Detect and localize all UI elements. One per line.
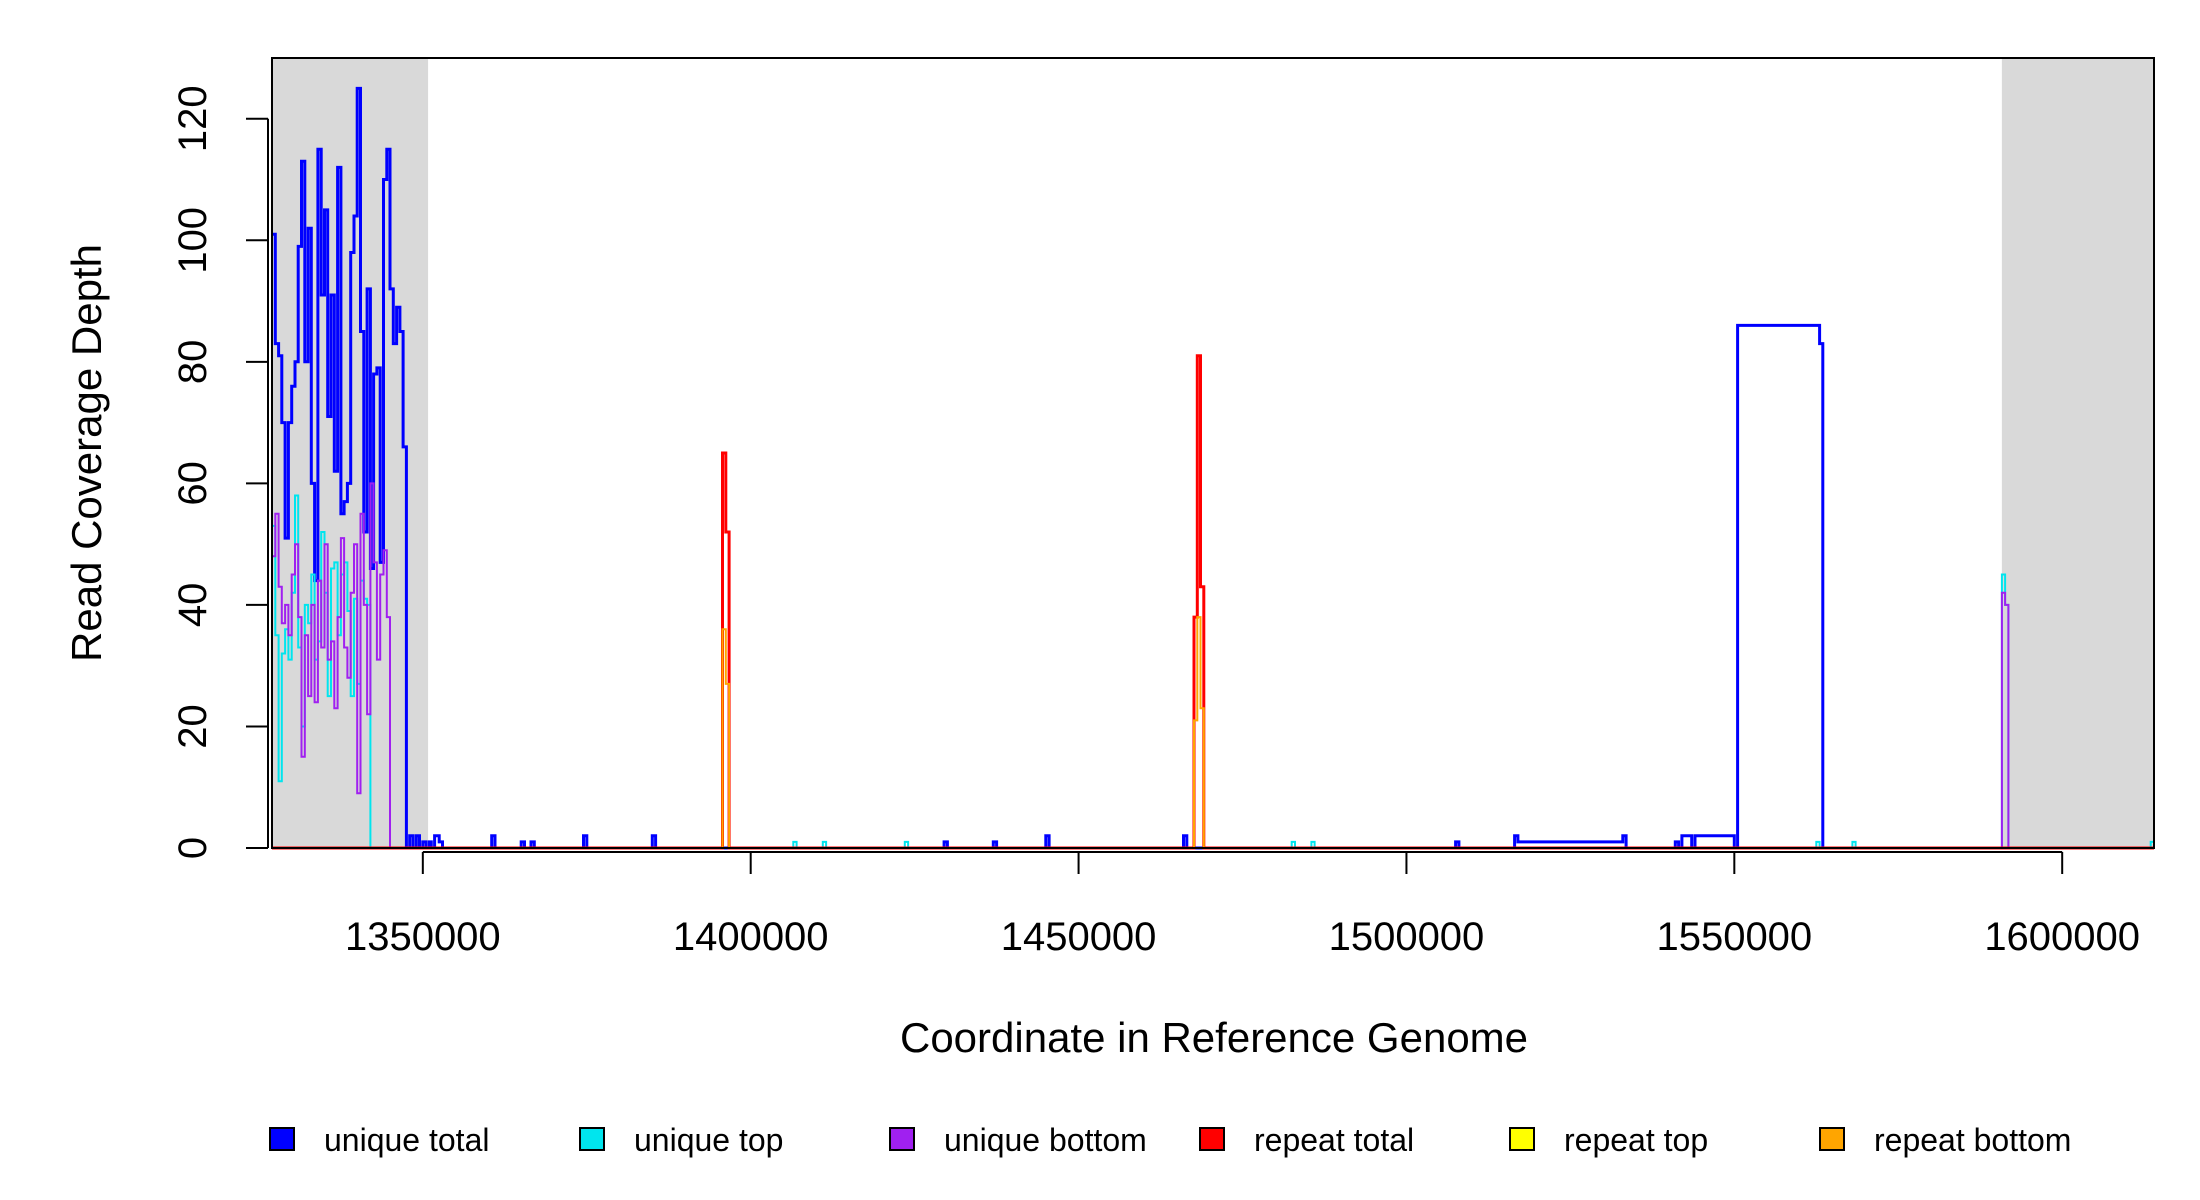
legend-swatch bbox=[889, 1127, 915, 1151]
x-axis: 1350000 1400000 1450000 1500000 1550000 16000… bbox=[345, 851, 2140, 959]
y-axis: 0 20 40 60 80 100 120 bbox=[171, 85, 269, 859]
legend-label: unique total bbox=[324, 1122, 489, 1158]
legend-label: unique top bbox=[634, 1122, 783, 1158]
y-tick-label: 120 bbox=[171, 85, 215, 152]
y-tick-label: 100 bbox=[171, 207, 215, 274]
series-line-unique-top bbox=[272, 494, 2155, 849]
shaded-region bbox=[2001, 58, 2154, 848]
legend-swatch bbox=[269, 1127, 295, 1151]
x-tick-label: 1500000 bbox=[1329, 915, 1485, 959]
x-tick-label: 1450000 bbox=[1001, 915, 1157, 959]
legend-item-unique-top: unique top bbox=[579, 1122, 783, 1158]
x-axis-title: Coordinate in Reference Genome bbox=[900, 1014, 1528, 1061]
legend-item-unique-total: unique total bbox=[269, 1122, 489, 1158]
x-tick-label: 1350000 bbox=[345, 915, 501, 959]
x-tick-label: 1400000 bbox=[673, 915, 829, 959]
series-line-unique-bottom bbox=[272, 482, 2010, 849]
series-line-unique-total bbox=[272, 86, 2154, 850]
legend-label: repeat top bbox=[1564, 1122, 1708, 1158]
plot-frame bbox=[271, 57, 2155, 849]
legend-swatch bbox=[579, 1127, 605, 1151]
series-lines bbox=[272, 86, 2155, 850]
y-tick-label: 60 bbox=[171, 461, 215, 506]
series-line-repeat-total bbox=[272, 354, 2154, 850]
shaded-regions bbox=[272, 58, 2154, 848]
x-tick-label: 1550000 bbox=[1656, 915, 1812, 959]
y-tick-label: 80 bbox=[171, 340, 215, 385]
legend-swatch bbox=[1509, 1127, 1535, 1151]
legend-swatch bbox=[1199, 1127, 1225, 1151]
legend-swatch bbox=[1819, 1127, 1845, 1151]
legend-label: unique bottom bbox=[944, 1122, 1147, 1158]
y-tick-label: 20 bbox=[171, 704, 215, 749]
x-tick-label: 1600000 bbox=[1984, 915, 2140, 959]
legend-label: repeat bottom bbox=[1874, 1122, 2071, 1158]
legend-item-repeat-top: repeat top bbox=[1509, 1122, 1708, 1158]
legend: unique total unique top unique bottom repea… bbox=[269, 1122, 2071, 1158]
legend-item-unique-bottom: unique bottom bbox=[889, 1122, 1147, 1158]
y-axis-title: Read Coverage Depth bbox=[63, 244, 110, 662]
series-line-repeat-bottom bbox=[272, 616, 2154, 849]
y-tick-label: 0 bbox=[171, 837, 215, 859]
y-tick-label: 40 bbox=[171, 583, 215, 628]
legend-label: repeat total bbox=[1254, 1122, 1414, 1158]
legend-item-repeat-total: repeat total bbox=[1199, 1122, 1414, 1158]
legend-item-repeat-bottom: repeat bottom bbox=[1819, 1122, 2071, 1158]
